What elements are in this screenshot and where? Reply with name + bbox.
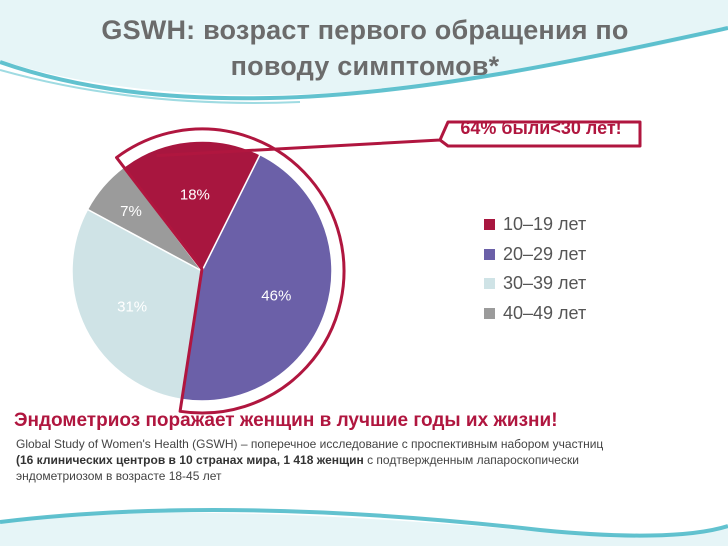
slice-value-label: 31% [117, 299, 147, 316]
legend-swatch [484, 307, 495, 319]
study-description: Global Study of Women's Health (GSWH) – … [16, 436, 716, 484]
slice-value-label: 18% [180, 186, 210, 203]
legend-item: 40–49 лет [484, 299, 586, 329]
desc-bold-part: 16 клинических центров в 10 странах мира… [20, 453, 364, 467]
headline: Эндометриоз поражает женщин в лучшие год… [14, 410, 558, 431]
legend-label: 30–39 лет [503, 273, 587, 294]
callout-leader [156, 120, 642, 158]
legend-label: 20–29 лет [503, 243, 587, 264]
desc-line-2-rest: с подтвержденным лапароскопически [363, 453, 579, 467]
highlight-outline [115, 127, 346, 415]
desc-open-paren: ( [16, 453, 20, 467]
callout-text: 64% были<30 лет! [460, 118, 622, 138]
slice-value-label: 7% [120, 203, 142, 220]
legend-item: 10–19 лет [484, 210, 586, 240]
pie-slice [71, 208, 203, 401]
slice-value-label: 46% [261, 288, 291, 305]
legend-label: 40–49 лет [503, 302, 587, 323]
pie-slice [181, 153, 333, 402]
desc-line-1: Global Study of Women's Health (GSWH) – … [16, 437, 604, 451]
legend-swatch [484, 248, 495, 260]
legend-item: 20–29 лет [484, 240, 586, 270]
legend-item: 30–39 лет [484, 269, 586, 299]
chart-legend: 10–19 лет 20–29 лет 30–39 лет 40–49 лет [484, 210, 586, 328]
legend-label: 10–19 лет [503, 214, 587, 235]
legend-swatch [484, 219, 495, 231]
desc-line-3: эндометриозом в возрасте 18-45 лет [16, 469, 222, 483]
page-title: GSWH: возраст первого обращения по повод… [101, 15, 629, 81]
legend-swatch [484, 278, 495, 290]
